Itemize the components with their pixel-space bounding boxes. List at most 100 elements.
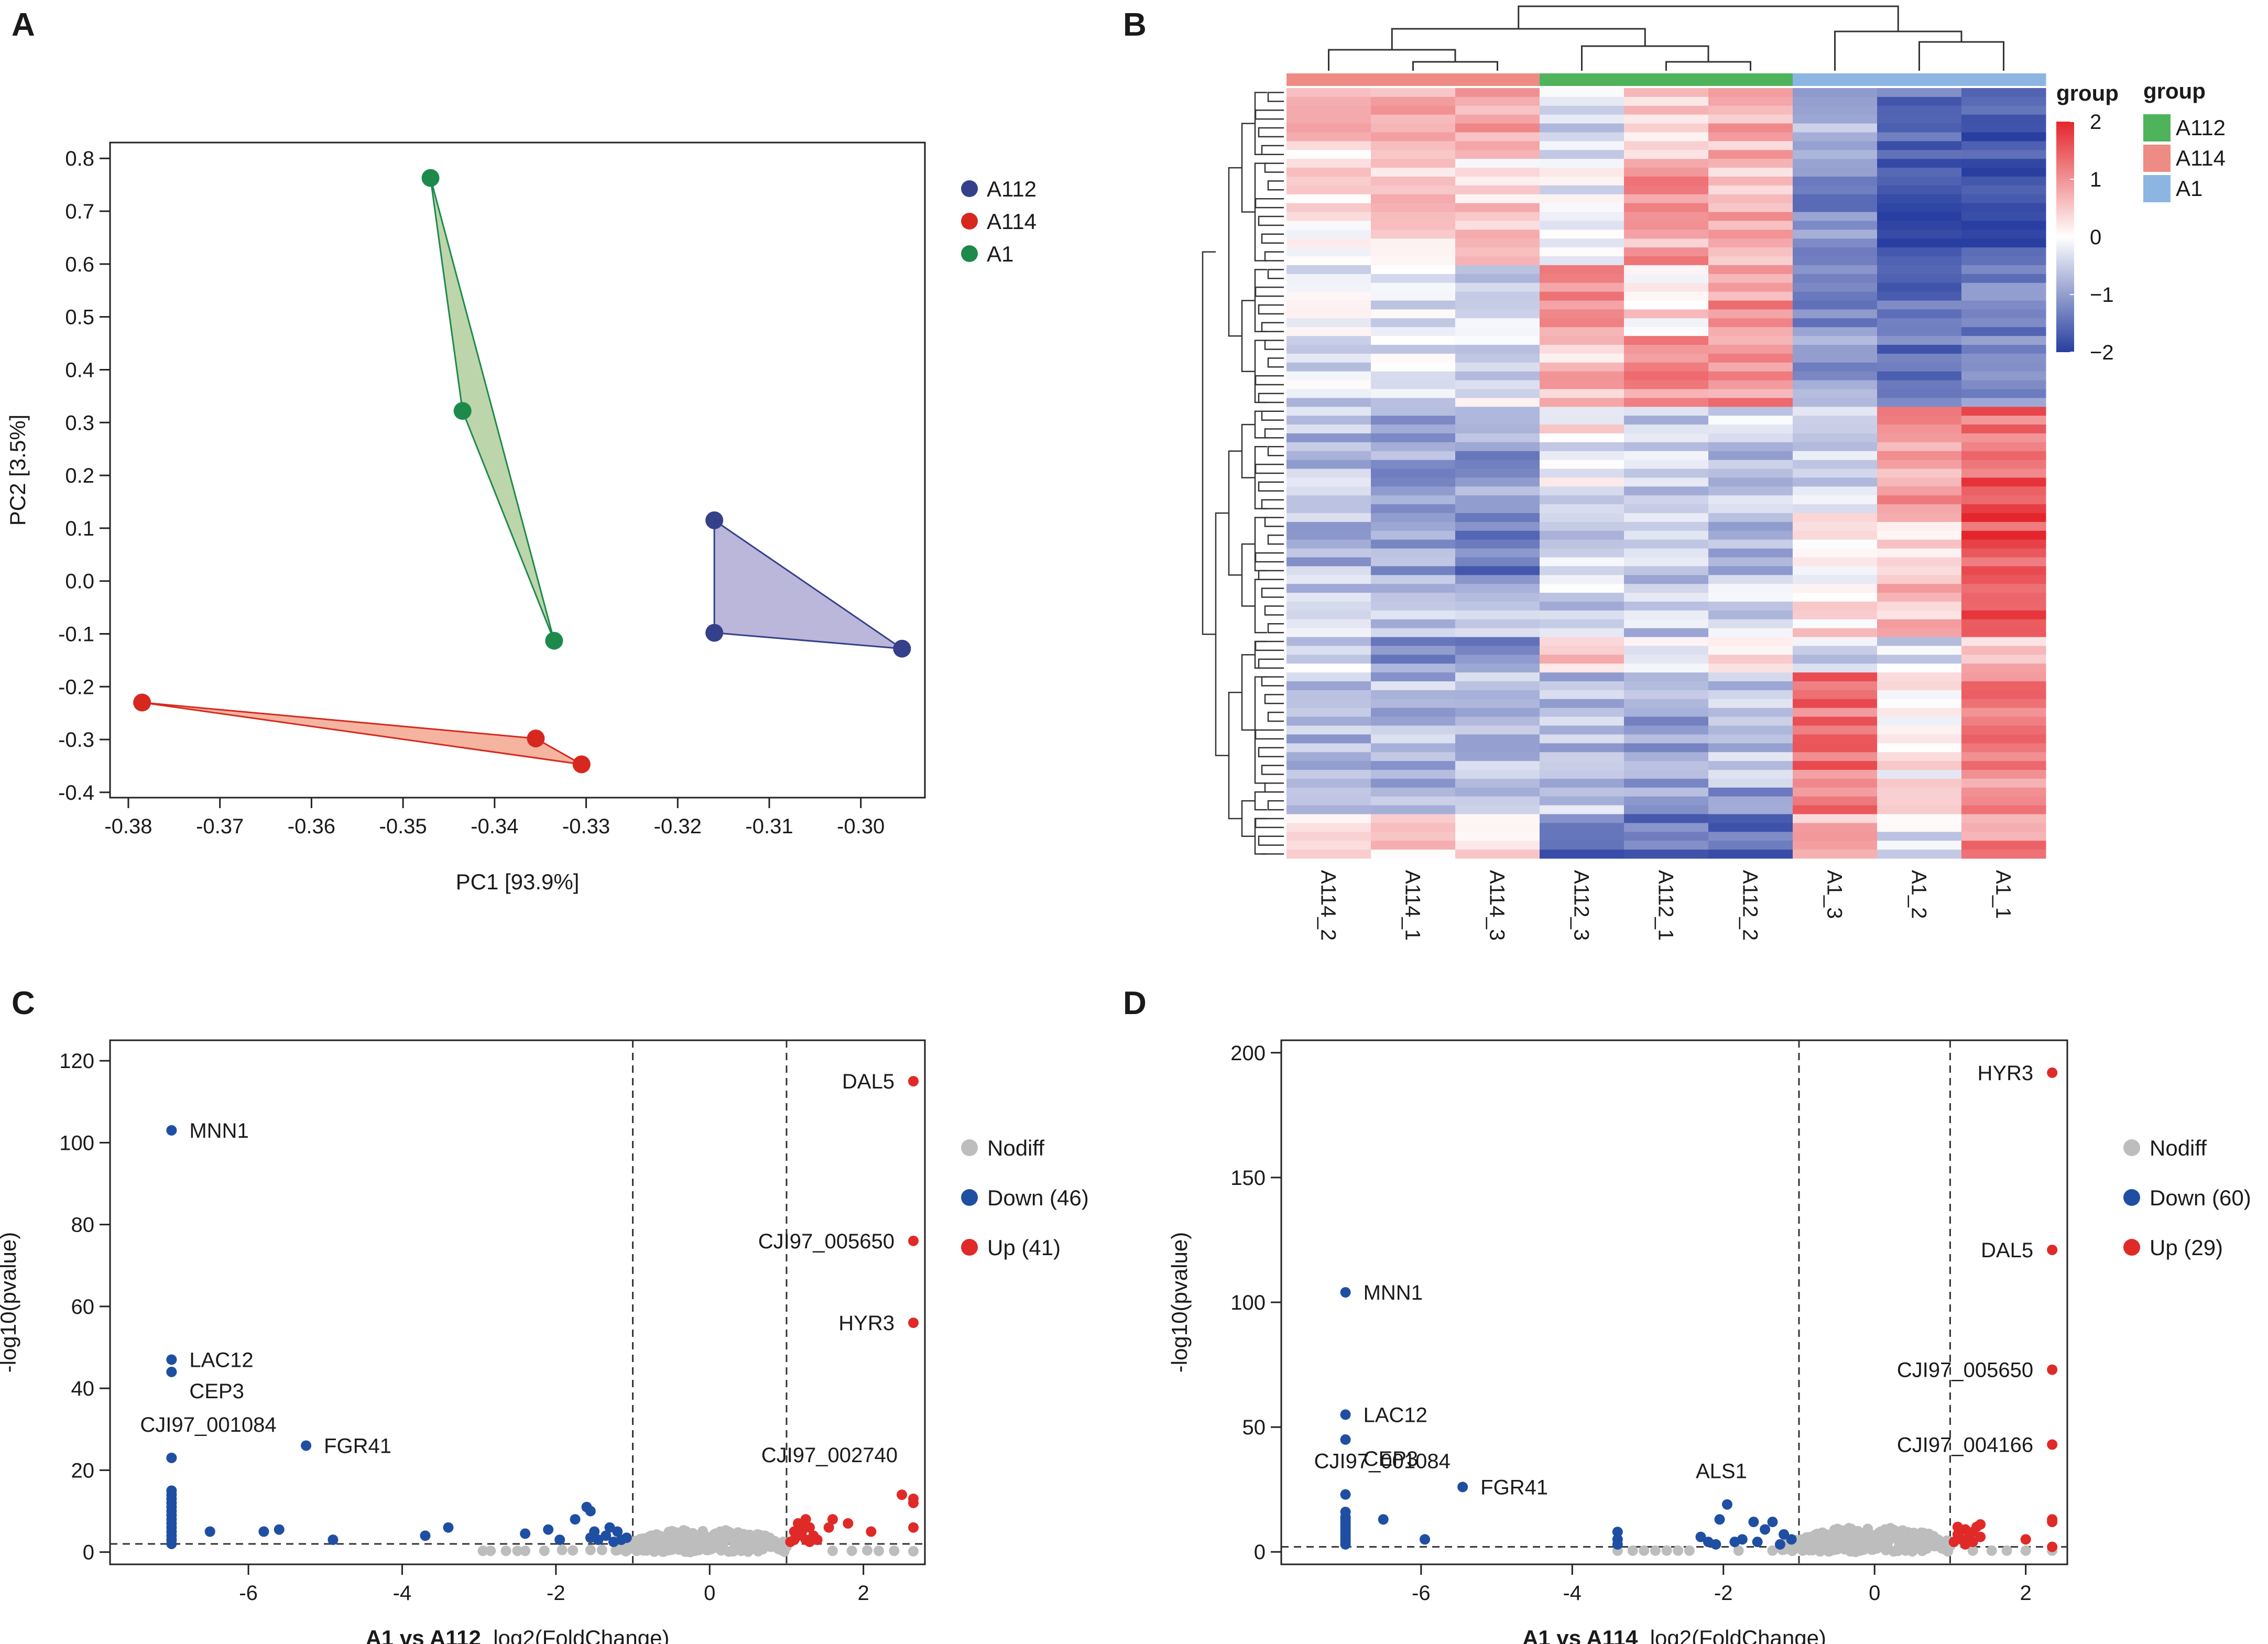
heatmap-cell [1371, 734, 1456, 744]
row-dendrogram-branch [1241, 654, 1255, 731]
down-point [1760, 1524, 1771, 1535]
heatmap-cell [1624, 584, 1709, 593]
nodiff-point [1639, 1545, 1650, 1556]
nodiff-point [889, 1545, 900, 1556]
group-legend-title: group [2143, 79, 2206, 103]
up-point [908, 1318, 919, 1329]
legend-marker [961, 1239, 978, 1256]
heatmap-cell [1286, 548, 1371, 558]
heatmap-cell [1371, 663, 1456, 673]
heatmap-cell [1708, 725, 1793, 735]
heatmap-cell [1371, 539, 1456, 549]
heatmap-cell [1877, 796, 1962, 806]
heatmap-cell [1877, 734, 1962, 744]
down-point [443, 1522, 454, 1533]
x-tick-label: -0.30 [837, 815, 885, 838]
heatmap-cell [1371, 637, 1456, 646]
heatmap-cell [1286, 725, 1371, 735]
up-point [2020, 1534, 2031, 1545]
heatmap-cell [1793, 203, 1878, 213]
heatmap-cell [1286, 646, 1371, 655]
row-dendrogram-branch [1241, 300, 1255, 372]
gene-label: LAC12 [1364, 1403, 1427, 1427]
row-dendrogram-branch [1215, 512, 1229, 756]
heatmap-cell [1371, 486, 1456, 496]
heatmap-cell [1455, 725, 1540, 735]
down-point [1695, 1531, 1706, 1542]
volcano-plot-a1-vs-a112: -6 -4 -2 0 2020406080100120MNN1LAC12CEP3CJI9… [0, 1039, 1089, 1644]
heatmap-cell [1708, 602, 1793, 611]
heatmap-cell [1961, 699, 2046, 709]
heatmap-cell [1455, 194, 1540, 204]
heatmap-cell [1961, 442, 2046, 452]
row-dendrogram-branch [1255, 640, 1284, 651]
heatmap-cell [1793, 690, 1878, 700]
heatmap-cell [1961, 530, 2046, 540]
heatmap-cell [1793, 114, 1878, 124]
heatmap-cell [1624, 88, 1709, 97]
heatmap-cell [1793, 282, 1878, 292]
heatmap-cell [1793, 628, 1878, 638]
x-tick-label: -6 [1412, 1582, 1431, 1605]
legend-marker [2123, 1239, 2140, 1256]
legend-marker [961, 1189, 978, 1206]
y-axis-label: PC2 [3.5%] [5, 415, 30, 526]
row-dendrogram-branch [1267, 446, 1284, 456]
heatmap-cell [1286, 309, 1371, 319]
heatmap-cell [1877, 238, 1962, 248]
heatmap-cell [1793, 291, 1878, 301]
row-dendrogram-branch [1267, 92, 1284, 102]
heatmap-cell [1961, 805, 2046, 815]
group-legend-label: A112 [2176, 115, 2226, 140]
heatmap-cell [1455, 256, 1540, 266]
group-hull-a112 [713, 518, 905, 650]
gene-label: CJI97_005650 [758, 1230, 895, 1253]
row-dendrogram-branch [1267, 269, 1284, 279]
heatmap-cell [1877, 814, 1962, 823]
heatmap-cell [1371, 841, 1456, 850]
group-annotation-cell [1286, 73, 1371, 86]
y-axis-label: -log10(pvalue) [1167, 1232, 1192, 1373]
heatmap-cell [1877, 247, 1962, 257]
heatmap-cell [1371, 282, 1456, 292]
heatmap-cell [1540, 123, 1624, 133]
heatmap-cell [1708, 327, 1793, 336]
heatmap-cell [1540, 203, 1624, 213]
heatmap-cell [1624, 513, 1709, 522]
heatmap-cell [1286, 628, 1371, 638]
gene-label: HYR3 [1977, 1062, 2033, 1085]
heatmap-cell [1455, 602, 1540, 611]
heatmap-cell [1708, 752, 1793, 761]
pca-plot: -0.38 -0.37 -0.36 -0.35 -0.34 -0.33 -0.32 -0.31… [5, 141, 1037, 894]
y-tick-label: 100 [1230, 1291, 1266, 1314]
heatmap-cell [1455, 770, 1540, 779]
heatmap-cell [1540, 309, 1624, 319]
heatmap-cell [1624, 460, 1709, 470]
heatmap-cell [1708, 530, 1793, 540]
heatmap-cell [1877, 610, 1962, 620]
heatmap-cell [1708, 646, 1793, 655]
y-tick-label: 0.3 [65, 411, 94, 434]
heatmap-cell [1793, 150, 1878, 159]
heatmap-cell [1793, 407, 1878, 416]
heatmap-cell [1877, 123, 1962, 133]
heatmap-cell [1540, 362, 1624, 372]
heatmap-cell [1961, 433, 2046, 443]
y-tick-label: 0.1 [65, 517, 94, 540]
heatmap-cell [1455, 469, 1540, 478]
heatmap-cell [1455, 274, 1540, 284]
heatmap-cell [1624, 646, 1709, 655]
row-dendrogram-branch [1254, 791, 1267, 811]
heatmap-cell [1877, 398, 1962, 407]
heatmap-cell [1877, 168, 1962, 177]
heatmap-cell [1793, 672, 1878, 682]
heatmap-cell [1793, 123, 1878, 133]
y-tick-label: -0.3 [58, 728, 94, 752]
gene-label: CEP3 [189, 1380, 244, 1403]
heatmap-cell [1877, 743, 1962, 753]
heatmap-cell [1708, 477, 1793, 487]
column-dendrogram-branch [1834, 30, 1962, 71]
heatmap-cell [1540, 291, 1624, 301]
row-dendrogram-branch [1261, 765, 1284, 775]
heatmap-cell [1371, 150, 1456, 159]
